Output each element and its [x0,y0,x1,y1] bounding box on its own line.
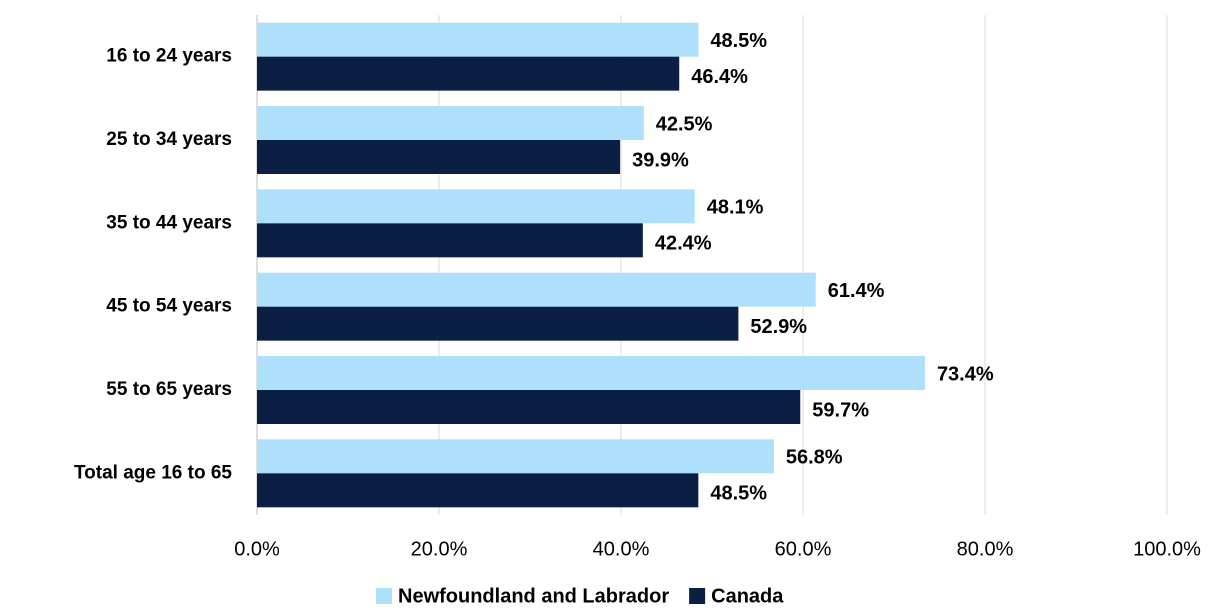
x-tick-label: 80.0% [957,538,1014,560]
data-label: 59.7% [812,399,869,421]
y-tick-label: 16 to 24 years [106,46,232,67]
legend-label: Canada [711,585,784,607]
x-tick-label: 60.0% [775,538,832,560]
bar [257,473,699,508]
bar [257,223,643,258]
data-label: 39.9% [632,149,689,171]
data-label: 48.5% [710,483,767,505]
bar [257,189,695,224]
y-tick-label: 55 to 65 years [106,379,232,400]
data-label: 42.5% [656,113,713,135]
y-tick-label: 45 to 54 years [106,296,232,317]
bar [257,272,816,307]
legend-swatch [376,588,392,604]
bar [257,390,801,424]
legend-swatch [689,588,706,604]
y-tick-label: 35 to 44 years [106,212,232,233]
bar [257,439,774,474]
data-label: 52.9% [750,316,807,338]
bar [257,22,699,57]
bar [257,106,644,140]
x-tick-label: 20.0% [411,538,468,560]
y-tick-label: Total age 16 to 65 [74,462,232,483]
data-label: 46.4% [691,66,748,88]
y-tick-label: 25 to 34 years [106,129,232,150]
legend-label: Newfoundland and Labrador [398,585,669,607]
x-tick-label: 0.0% [234,538,280,560]
bar [257,56,680,91]
x-tick-label: 100.0% [1133,538,1201,560]
data-label: 48.1% [707,197,764,219]
data-label: 42.4% [655,233,712,255]
data-label: 73.4% [937,363,994,385]
data-label: 56.8% [786,447,843,469]
data-label: 48.5% [710,30,767,52]
bar [257,140,621,174]
x-tick-label: 40.0% [593,538,650,560]
bar [257,356,925,390]
bar [257,306,739,341]
data-label: 61.4% [828,280,885,302]
